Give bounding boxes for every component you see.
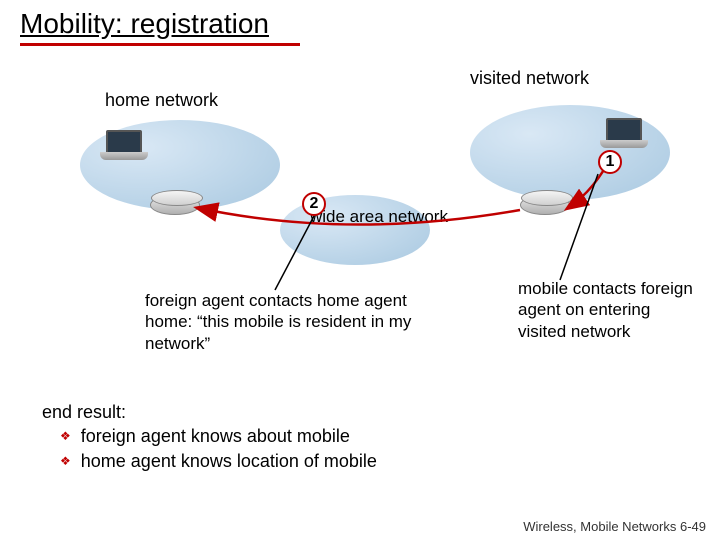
home-network-label: home network [105,90,218,111]
bullet-icon: ❖ [60,453,71,469]
caption-step-2: foreign agent contacts home agent home: … [145,290,415,354]
home-laptop-icon [100,130,148,162]
step-badge-2: 2 [302,192,326,216]
visited-network-label: visited network [470,68,589,89]
bullet-icon: ❖ [60,428,71,444]
end-result-item: ❖ foreign agent knows about mobile [42,424,542,448]
wan-label-text: wide area network [310,207,448,226]
title-underline [20,43,300,46]
end-result-item-text: foreign agent knows about mobile [81,424,350,448]
end-result-block: end result: ❖ foreign agent knows about … [42,400,542,473]
wan-label: wide area network [310,208,448,227]
end-result-item: ❖ home agent knows location of mobile [42,449,542,473]
end-result-heading: end result: [42,400,542,424]
visited-router-icon [520,195,570,215]
slide-title: Mobility: registration [20,8,269,40]
end-result-item-text: home agent knows location of mobile [81,449,377,473]
caption-step-1: mobile contacts foreign agent on enterin… [518,278,698,342]
slide-footer: Wireless, Mobile Networks 6-49 [523,519,706,534]
step-badge-1: 1 [598,150,622,174]
home-router-icon [150,195,200,215]
visited-laptop-icon [600,118,648,150]
